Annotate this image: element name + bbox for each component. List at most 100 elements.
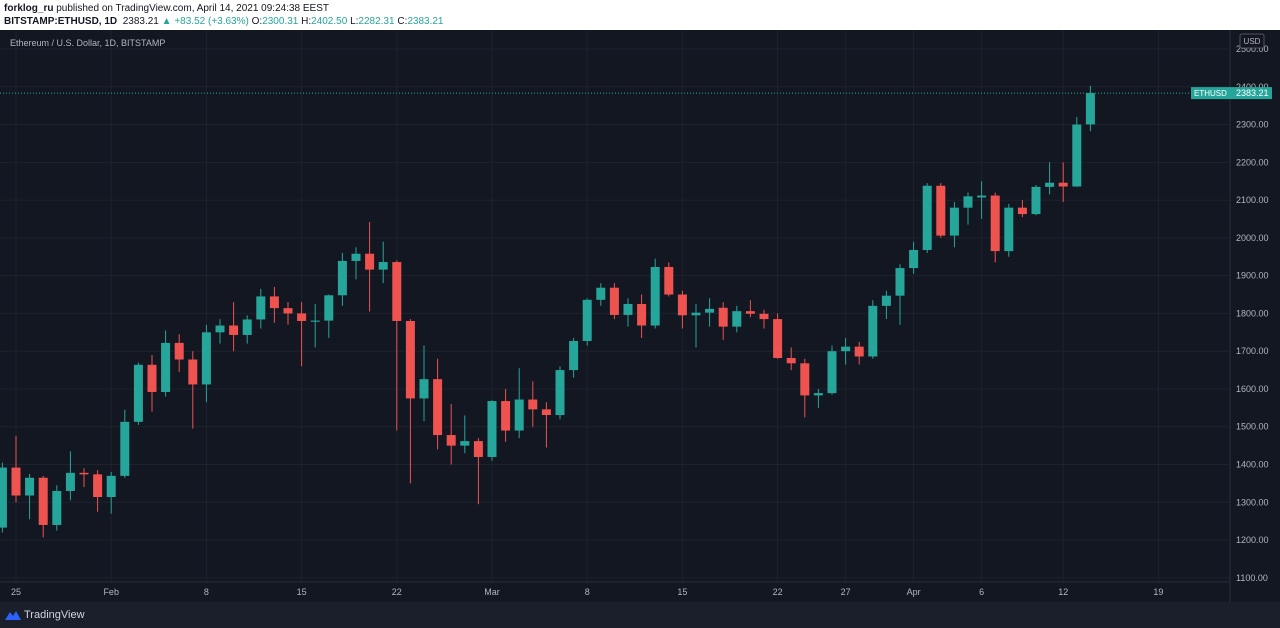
candle-body	[11, 467, 21, 496]
y-tick-label: 1800.00	[1236, 308, 1269, 318]
candle-body	[351, 253, 361, 261]
candle-body	[79, 472, 89, 475]
x-tick-label: 19	[1153, 587, 1163, 597]
y-tick-label: 2200.00	[1236, 157, 1269, 167]
candle-body	[188, 359, 198, 385]
y-tick-label: 1200.00	[1236, 535, 1269, 545]
y-tick-label: 1500.00	[1236, 422, 1269, 432]
candle-body	[392, 262, 402, 321]
candle-body	[637, 303, 647, 326]
candle-body	[446, 435, 456, 446]
footer: TradingView	[0, 602, 1280, 628]
candle-body	[93, 474, 103, 498]
brand: TradingView	[24, 609, 85, 621]
candle-body	[242, 319, 252, 335]
candle-body	[705, 308, 715, 313]
ohlc-value: 2300.31	[262, 16, 299, 27]
candle-body	[487, 401, 497, 457]
candle-body	[569, 340, 579, 371]
candle-body	[337, 260, 347, 296]
y-tick-label: 1100.00	[1236, 573, 1268, 583]
candle-body	[433, 379, 443, 436]
candle-body	[773, 319, 783, 358]
candle-body	[229, 325, 239, 335]
x-tick-label: 15	[297, 587, 307, 597]
candle-body	[745, 311, 755, 314]
candle-body	[405, 320, 415, 399]
plot	[0, 85, 1230, 538]
candle-body	[786, 357, 796, 364]
x-tick-label: 12	[1058, 587, 1068, 597]
x-tick-label: 8	[204, 587, 209, 597]
candle-body	[256, 296, 266, 320]
candle-body	[596, 287, 606, 300]
candle-body	[215, 325, 225, 333]
candle-body	[664, 266, 674, 295]
candle-body	[419, 379, 429, 399]
price-tag-name: ETHUSD	[1194, 89, 1227, 98]
ohlc-label: L:	[350, 16, 359, 27]
ohlc-value: 2282.31	[358, 16, 395, 27]
x-tick-label: 27	[841, 587, 851, 597]
y-tick-label: 2500.00	[1236, 44, 1269, 54]
candle-body	[0, 467, 7, 528]
axes: 1100.00 1200.00 1300.00 1400.00 1500.00 1600.…	[11, 44, 1272, 597]
candle-body	[922, 185, 932, 250]
candle-body	[133, 364, 143, 422]
candle-body	[174, 342, 184, 360]
candle-body	[759, 313, 769, 320]
candle-body	[691, 312, 701, 316]
candle-body	[582, 299, 592, 341]
candle-body	[895, 268, 905, 296]
ohlc: O:2300.31 H:2402.50 L:2282.31 C:2383.21	[252, 16, 444, 27]
candle-body	[514, 399, 524, 431]
candle-body	[677, 294, 687, 316]
candle-body	[1031, 186, 1041, 215]
candle-body	[841, 346, 851, 352]
candle-body	[732, 311, 742, 327]
candle-body	[501, 401, 511, 431]
x-tick-label: 15	[677, 587, 687, 597]
candle-body	[1072, 124, 1082, 187]
candle-body	[310, 320, 320, 322]
symbol-line: BITSTAMP:ETHUSD, 1D 2383.21 ▲ +83.52 (+3…	[4, 16, 444, 27]
candle-body	[528, 399, 538, 410]
chart-title: Ethereum / U.S. Dollar, 1D, BITSTAMP	[10, 38, 165, 48]
price-tag	[1191, 87, 1272, 100]
x-tick-label: Mar	[484, 587, 500, 597]
y-tick-label: 1900.00	[1236, 271, 1269, 281]
y-tick-label: 2100.00	[1236, 195, 1269, 205]
candle-body	[827, 351, 837, 394]
publish-line: forklog_ru published on TradingView.com,…	[4, 3, 329, 14]
candle-body	[38, 477, 48, 525]
candle-body	[106, 475, 116, 498]
y-tick-label: 1700.00	[1236, 346, 1269, 356]
x-tick-label: 25	[11, 587, 21, 597]
y-tick-label: 2300.00	[1236, 120, 1269, 130]
candle-body	[52, 490, 62, 525]
x-tick-label: 22	[392, 587, 402, 597]
candle-body	[650, 266, 660, 326]
candle-body	[623, 303, 633, 315]
candle-body	[147, 364, 157, 392]
y-tick-label: 1600.00	[1236, 384, 1269, 394]
ohlc-label: H:	[301, 16, 312, 27]
candle-body	[1017, 207, 1027, 215]
candle-body	[120, 421, 130, 476]
candle-body	[1004, 207, 1014, 252]
candle-body	[324, 295, 334, 321]
candle-body	[609, 287, 619, 315]
y-tick-label: 1400.00	[1236, 460, 1269, 470]
candle-body	[25, 477, 35, 496]
ohlc-label: C:	[397, 16, 408, 27]
candle-body	[949, 207, 959, 236]
x-tick-label: Apr	[907, 587, 921, 597]
candle-body	[990, 195, 1000, 252]
x-tick-label: 22	[773, 587, 783, 597]
candle-body	[963, 196, 973, 208]
candle-body	[473, 441, 483, 457]
x-tick-label: Feb	[103, 587, 119, 597]
chart: 1100.00 1200.00 1300.00 1400.00 1500.00 1600.…	[0, 30, 1280, 602]
y-label-box	[1239, 33, 1265, 49]
